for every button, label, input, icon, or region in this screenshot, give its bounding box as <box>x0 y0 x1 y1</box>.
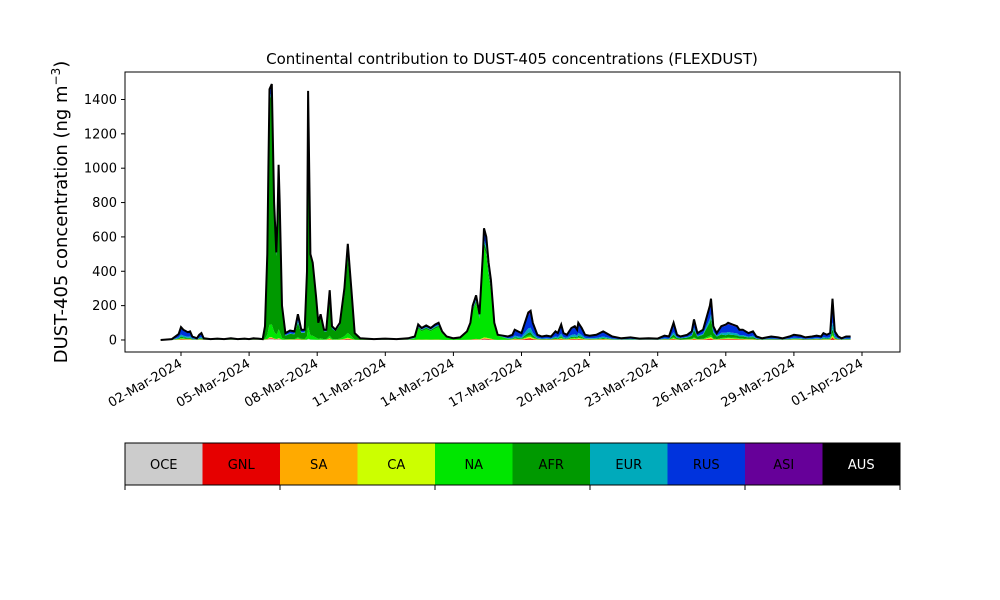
legend-label-gnl: GNL <box>228 458 256 473</box>
chart-title: Continental contribution to DUST-405 con… <box>266 50 758 68</box>
total-line <box>160 83 851 341</box>
y-tick-label: 1200 <box>84 127 117 142</box>
legend-swatch-oce <box>125 443 203 485</box>
legend-swatch-afr <box>512 443 591 485</box>
legend-swatch-rus <box>667 443 746 485</box>
x-tick-label: 14-Mar-2024 <box>378 356 457 410</box>
legend-swatch-na <box>435 443 513 485</box>
legend-swatch-gnl <box>202 443 281 485</box>
legend-colorbar: OCE GNL SA CA NA AFR EUR RUS ASI AUS <box>124 442 901 490</box>
y-tick-label: 800 <box>92 196 117 211</box>
area-afr <box>160 90 851 341</box>
plot-frame <box>124 71 901 353</box>
legend-swatch-ca <box>357 443 436 485</box>
y-axis: 0 200 400 600 800 1000 1200 1400 <box>84 93 125 348</box>
y-tick-label: 1000 <box>84 162 117 177</box>
x-tick-label: 02-Mar-2024 <box>106 356 185 410</box>
x-tick-label: 08-Mar-2024 <box>242 356 321 410</box>
legend-label-oce: OCE <box>150 458 178 473</box>
x-tick-label: 01-Apr-2024 <box>789 356 866 409</box>
area-aus <box>160 84 851 340</box>
legend-swatch-aus <box>822 443 901 485</box>
legend-swatch-sa <box>280 443 358 485</box>
x-tick-label: 05-Mar-2024 <box>174 356 253 410</box>
area-asi <box>160 84 851 340</box>
legend-label-rus: RUS <box>693 458 720 473</box>
y-tick-label: 200 <box>92 299 117 314</box>
legend-label-aus: AUS <box>848 458 875 473</box>
x-tick-label: 23-Mar-2024 <box>583 356 662 410</box>
x-tick-label: 20-Mar-2024 <box>514 356 593 410</box>
legend-swatch-asi <box>745 443 823 485</box>
legend-label-eur: EUR <box>615 458 642 473</box>
y-axis-label: DUST-405 concentration (ng m−3) <box>49 61 72 364</box>
x-axis: 02-Mar-202405-Mar-202408-Mar-202411-Mar-… <box>106 352 866 411</box>
x-tick-label: 26-Mar-2024 <box>651 356 730 410</box>
y-tick-label: 400 <box>92 265 117 280</box>
x-tick-label: 11-Mar-2024 <box>310 356 389 410</box>
legend-label-asi: ASI <box>773 458 794 473</box>
legend-label-ca: CA <box>387 458 405 473</box>
x-tick-label: 17-Mar-2024 <box>446 356 525 410</box>
x-tick-label: 29-Mar-2024 <box>719 356 798 410</box>
area-eur <box>160 90 851 341</box>
y-tick-label: 600 <box>92 230 117 245</box>
legend-label-sa: SA <box>310 458 327 473</box>
legend-frame <box>124 442 901 486</box>
area-rus <box>160 85 851 340</box>
y-tick-label: 0 <box>109 333 117 348</box>
legend-swatch-eur <box>590 443 668 485</box>
legend-label-na: NA <box>464 458 483 473</box>
y-tick-label: 1400 <box>84 93 117 108</box>
stacked-areas <box>160 83 851 341</box>
plot-area: 0 200 400 600 800 1000 1200 1400 02-Mar-202405-… <box>84 71 901 411</box>
legend-label-afr: AFR <box>539 458 564 473</box>
